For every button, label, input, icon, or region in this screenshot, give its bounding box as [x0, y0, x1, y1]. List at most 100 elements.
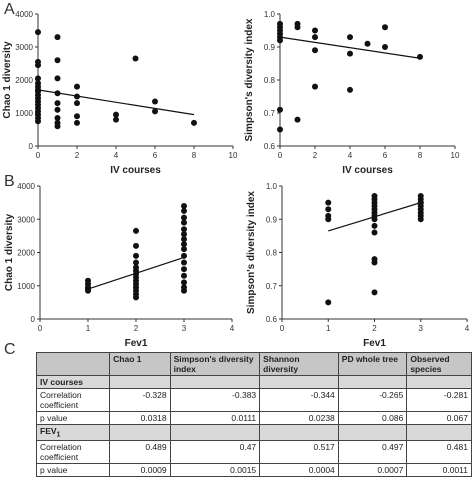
b2-data-point: [371, 222, 378, 229]
a1-y-tick-label: 2000: [15, 76, 33, 85]
b1-data-point: [181, 246, 187, 253]
b1-data-point: [181, 252, 187, 259]
a1-trend-line: [37, 89, 195, 116]
a1-data-point: [152, 98, 158, 105]
b2-data-point: [325, 216, 332, 223]
b1-data-point: [133, 242, 139, 249]
b2-y-tick-label: 0.7: [266, 282, 278, 291]
b2-y-tick-label: 0.6: [266, 315, 278, 324]
a1-data-point: [74, 113, 80, 120]
b1-data-point: [181, 207, 187, 214]
table-row: p value 0.0318 0.0111 0.0238 0.086 0.067: [35, 411, 472, 425]
a2-data-point: [312, 34, 318, 41]
b2-y-axis-title: Simpson's diversity index: [246, 191, 257, 314]
table-cell: 0.517: [259, 439, 339, 464]
table-row: Correlation coefficient -0.328 -0.383 -0.34…: [35, 388, 472, 412]
b1-data-point: [133, 294, 139, 301]
a1-data-point: [113, 111, 119, 118]
b2-data-point: [371, 229, 378, 236]
b1-data-point: [181, 231, 187, 238]
b1-data-point: [181, 202, 187, 209]
b1-data-point: [181, 287, 187, 294]
b1-data-point: [181, 241, 187, 248]
a2-x-tick-label: 0: [278, 151, 283, 160]
a1-data-point: [54, 75, 61, 82]
a1-data-point: [54, 123, 61, 130]
a2-y-tick-label: 0.8: [264, 76, 276, 85]
table-cell: 0.0011: [406, 462, 472, 477]
table-header-row: Chao 1 Simpson's diversity index Shannon d…: [35, 352, 472, 376]
b2-data-point: [371, 259, 378, 266]
a2-data-point: [312, 27, 318, 34]
panel-label-a: A: [4, 1, 15, 18]
a1-x-tick-label: 6: [153, 151, 158, 160]
b1-data-point: [133, 259, 139, 266]
b1-data-point: [181, 219, 187, 226]
a2-y-axis-title: Simpson's diversity index: [244, 18, 255, 141]
a1-y-tick-label: 0: [29, 142, 34, 151]
a1-data-point: [35, 83, 41, 90]
b1-data-point: [181, 272, 187, 279]
a1-data-point: [54, 57, 61, 64]
a2-x-tick-label: 2: [313, 151, 318, 160]
b1-trend-line: [87, 256, 185, 290]
b1-data-point: [181, 279, 187, 286]
section-filler: [406, 424, 472, 441]
a2-y-tick-label: 1.0: [264, 10, 276, 19]
table-cell: -0.265: [337, 388, 408, 412]
b1-data-point: [181, 236, 187, 243]
table-cell: 0.0007: [337, 462, 408, 477]
section-filler: [109, 375, 171, 389]
a1-data-point: [74, 119, 80, 126]
a2-data-point: [347, 86, 353, 93]
table-section-row: FEV1: [35, 424, 472, 441]
a2-data-point: [277, 106, 283, 113]
b2-x-tick-label: 2: [372, 324, 377, 333]
table-row: Correlation coefficient 0.489 0.47 0.517 0.4…: [35, 439, 472, 464]
table-cell: 0.47: [169, 439, 261, 464]
a2-data-point: [347, 34, 353, 41]
column-header: Chao 1: [109, 352, 171, 376]
a2-data-point: [277, 126, 283, 133]
a1-data-point: [35, 29, 41, 36]
a2-data-point: [364, 40, 371, 47]
b2-data-point: [371, 289, 378, 296]
table-cell: 0.481: [406, 439, 472, 464]
table-section-row: IV courses: [35, 375, 472, 389]
b2-y-tick-label: 0.8: [266, 249, 278, 258]
a1-y-tick-label: 4000: [15, 10, 33, 19]
b1-y-tick-label: 4000: [17, 182, 35, 191]
b1-x-tick-label: 3: [182, 324, 187, 333]
a2-data-point: [312, 83, 318, 90]
table-cell: 0.0318: [109, 411, 171, 425]
b1-data-point: [181, 226, 187, 233]
a1-y-axis-title: Chao 1 diversity: [2, 41, 13, 119]
section-title-subscript: 1: [56, 430, 61, 439]
a1-x-tick-label: 0: [36, 151, 41, 160]
a2-data-point: [382, 24, 388, 31]
row-label: p value: [35, 462, 111, 477]
b1-data-point: [133, 227, 139, 234]
column-header: Shannon diversity: [259, 352, 339, 376]
a2-data-point: [312, 47, 318, 54]
section-title: FEV1: [35, 424, 111, 441]
section-title: IV courses: [35, 375, 111, 389]
section-filler: [109, 424, 171, 441]
column-header: [35, 352, 111, 376]
a1-data-point: [191, 119, 197, 126]
table-cell: 0.0009: [109, 462, 171, 477]
a2-x-axis-title: IV courses: [342, 165, 393, 176]
table-cell: 0.086: [337, 411, 408, 425]
a1-x-axis-title: IV courses: [110, 165, 161, 176]
table-row: p value 0.0009 0.0015 0.0004 0.0007 0.0011: [35, 462, 472, 477]
column-header: PD whole tree: [337, 352, 408, 376]
column-header: Observed species: [406, 352, 472, 376]
section-filler: [337, 424, 408, 441]
b1-x-tick-label: 1: [86, 324, 91, 333]
b1-data-point: [133, 252, 139, 259]
a1-data-point: [74, 100, 80, 107]
a1-x-tick-label: 2: [75, 151, 80, 160]
b1-data-point: [181, 266, 187, 273]
table-cell: -0.344: [259, 388, 339, 412]
a1-x-tick-label: 4: [114, 151, 119, 160]
